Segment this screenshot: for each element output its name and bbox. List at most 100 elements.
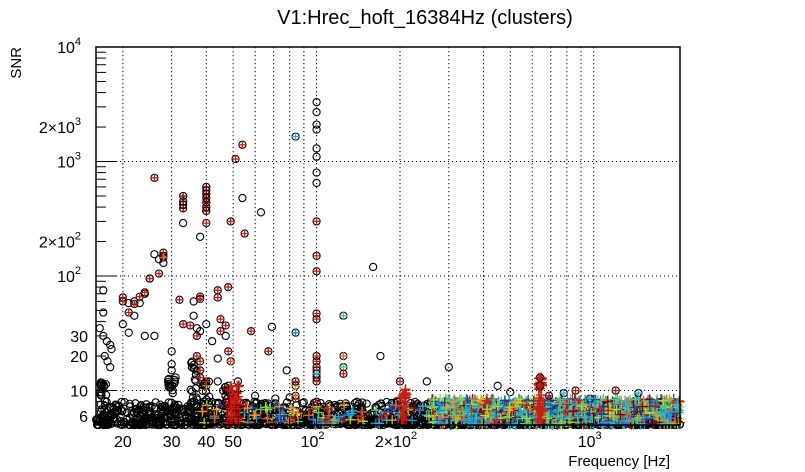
- cluster-marker: [312, 144, 321, 153]
- cluster-marker: [312, 97, 321, 107]
- trigger-marker: [248, 410, 259, 421]
- x-tick-label: 30: [163, 434, 181, 451]
- trigger-marker: [400, 392, 411, 403]
- trigger-marker: [479, 417, 490, 428]
- trigger-marker: [553, 405, 564, 416]
- trigger-marker: [226, 403, 237, 414]
- trigger-marker: [570, 398, 581, 409]
- y-tick-label: 103: [57, 151, 81, 172]
- trigger-marker: [400, 391, 411, 402]
- cluster-marker: [187, 387, 197, 396]
- trigger-marker: [213, 286, 222, 295]
- y-tick-label: 30: [70, 329, 88, 346]
- trigger-marker: [195, 366, 205, 375]
- cluster-marker: [282, 366, 291, 375]
- trigger-marker: [568, 405, 579, 416]
- data-points: [91, 97, 685, 430]
- trigger-marker: [312, 217, 321, 226]
- cluster-marker: [186, 385, 195, 394]
- cluster-marker: [192, 393, 201, 402]
- trigger-marker: [240, 229, 249, 238]
- y-tick-label: 2×103: [39, 116, 81, 137]
- cluster-marker: [312, 125, 321, 134]
- cluster-marker: [352, 418, 361, 427]
- trigger-marker: [604, 407, 615, 418]
- trigger-marker: [480, 399, 491, 410]
- cluster-marker: [150, 250, 159, 259]
- trigger-marker: [292, 408, 303, 419]
- trigger-marker: [246, 327, 256, 336]
- x-tick-label: 40: [197, 434, 215, 451]
- cluster-marker: [178, 218, 188, 228]
- trigger-marker: [632, 413, 643, 424]
- trigger-marker: [602, 396, 613, 407]
- trigger-marker: [521, 400, 532, 411]
- cluster-marker: [368, 262, 378, 272]
- trigger-marker: [226, 357, 235, 366]
- y-tick-label: 6: [79, 409, 88, 426]
- cluster-marker: [171, 373, 180, 382]
- cluster-marker: [156, 400, 165, 409]
- trigger-marker: [469, 394, 480, 405]
- cluster-marker: [444, 363, 453, 372]
- trigger-marker: [233, 386, 244, 397]
- trigger-marker: [216, 327, 225, 336]
- cluster-marker: [170, 400, 179, 409]
- trigger-marker: [523, 394, 534, 405]
- cluster-marker: [106, 363, 115, 372]
- trigger-marker: [307, 403, 318, 414]
- cluster-marker: [187, 358, 196, 368]
- trigger-marker: [395, 377, 405, 386]
- cluster-marker: [493, 381, 502, 390]
- trigger-marker: [555, 418, 566, 429]
- trigger-marker: [229, 397, 240, 408]
- trigger-marker: [433, 405, 444, 416]
- trigger-marker: [272, 400, 283, 411]
- trigger-marker: [275, 410, 286, 421]
- trigger-marker: [355, 411, 366, 422]
- trigger-marker: [317, 418, 328, 429]
- trigger-marker: [447, 396, 458, 407]
- trigger-marker: [373, 417, 384, 428]
- trigger-marker: [536, 390, 547, 401]
- trigger-marker: [226, 217, 235, 226]
- trigger-marker: [452, 403, 463, 414]
- cluster-marker: [189, 311, 198, 320]
- trigger-marker: [398, 401, 409, 412]
- cluster-marker: [120, 398, 129, 407]
- trigger-marker: [390, 400, 401, 411]
- trigger-marker: [213, 293, 222, 302]
- cluster-marker: [124, 328, 133, 337]
- trigger-marker: [490, 410, 501, 421]
- trigger-marker: [658, 395, 669, 406]
- trigger-marker: [291, 132, 300, 141]
- trigger-marker: [469, 418, 480, 429]
- trigger-marker: [460, 404, 471, 415]
- x-tick-label: 50: [224, 434, 242, 451]
- trigger-marker: [488, 395, 499, 406]
- trigger-marker: [312, 377, 321, 386]
- trigger-marker: [278, 403, 289, 414]
- y-axis-label: SNR: [8, 47, 25, 79]
- cluster-marker: [312, 107, 321, 117]
- cluster-marker: [133, 408, 142, 417]
- trigger-marker: [338, 400, 349, 411]
- trigger-marker: [178, 204, 188, 213]
- trigger-marker: [313, 407, 324, 418]
- trigger-marker: [150, 173, 159, 182]
- cluster-marker: [151, 398, 160, 407]
- trigger-marker: [472, 408, 483, 419]
- trigger-marker: [175, 295, 184, 304]
- trigger-marker: [586, 406, 597, 417]
- trigger-marker: [435, 418, 446, 429]
- trigger-marker: [312, 267, 321, 276]
- trigger-marker: [493, 399, 504, 410]
- cluster-marker: [168, 389, 177, 398]
- trigger-marker: [504, 402, 515, 413]
- cluster-marker: [203, 399, 213, 408]
- cluster-marker: [139, 403, 148, 412]
- cluster-marker: [190, 375, 200, 384]
- trigger-marker: [154, 269, 164, 278]
- cluster-marker: [202, 319, 211, 329]
- trigger-marker: [641, 414, 652, 425]
